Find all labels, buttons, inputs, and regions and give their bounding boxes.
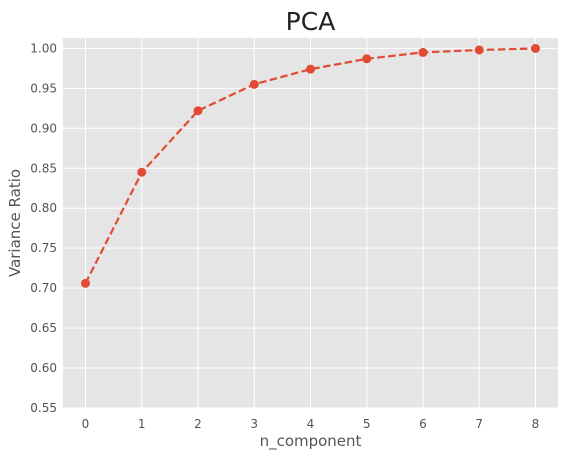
data-point (418, 47, 428, 57)
y-tick-label: 0.70 (30, 281, 57, 295)
y-tick-label: 0.90 (30, 121, 57, 135)
data-point (137, 167, 147, 177)
data-point (249, 79, 259, 89)
x-tick-label: 1 (138, 417, 146, 431)
y-tick-label: 0.85 (30, 161, 57, 175)
data-point (193, 106, 203, 116)
x-tick-label: 3 (250, 417, 258, 431)
chart-title: PCA (286, 7, 336, 36)
x-tick-label: 7 (475, 417, 483, 431)
y-tick-label: 0.75 (30, 241, 57, 255)
data-point (306, 64, 315, 74)
x-tick-label: 4 (307, 417, 315, 431)
y-tick-label: 0.80 (30, 201, 57, 215)
x-tick-label: 0 (82, 417, 90, 431)
series-points (81, 43, 540, 288)
data-point (362, 54, 372, 64)
y-tick-label: 0.60 (30, 361, 57, 375)
y-tick-label: 0.65 (30, 321, 57, 335)
x-tick-label: 2 (194, 417, 202, 431)
y-tick-label: 0.95 (30, 81, 57, 95)
y-tick-label: 1.00 (30, 41, 57, 55)
series-line (84, 47, 536, 284)
x-tick-label: 6 (419, 417, 427, 431)
y-axis-label: Variance Ratio (6, 169, 24, 277)
data-point (81, 278, 90, 288)
y-tick-label: 0.55 (30, 401, 57, 415)
y-axis-ticks: 0.55 0.60 0.65 0.70 0.75 0.80 0.85 0.90 0.95 1.00 (30, 41, 57, 415)
x-tick-label: 5 (363, 417, 371, 431)
x-axis-label: n_component (260, 432, 362, 451)
x-tick-label: 8 (532, 417, 540, 431)
x-axis-ticks: 0 1 2 3 4 5 6 7 8 (82, 417, 540, 431)
data-point (531, 43, 540, 53)
data-point (474, 45, 484, 55)
